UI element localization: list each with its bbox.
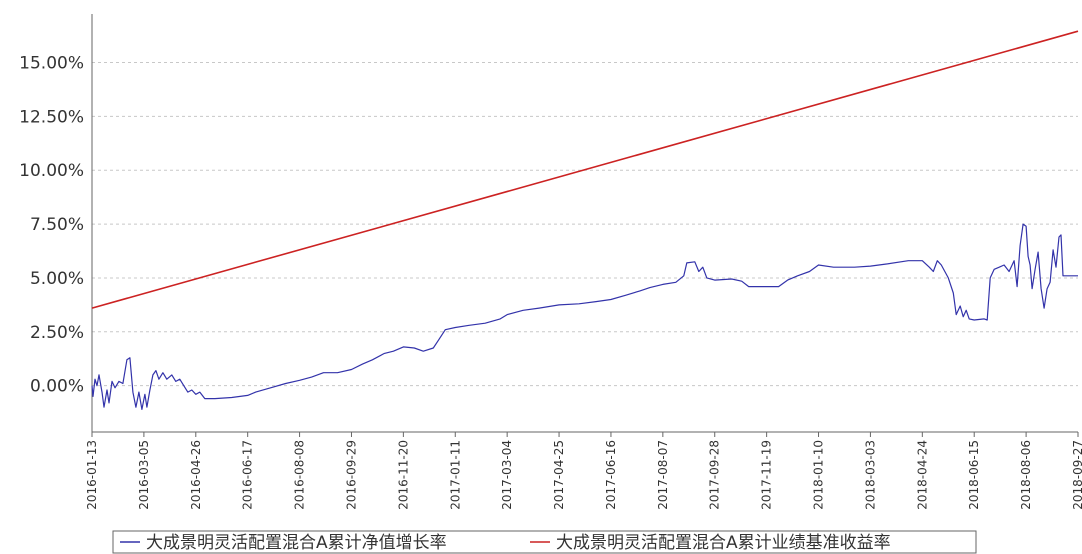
series-line-1	[91, 223, 1078, 410]
x-tick-label: 2016-01-13	[85, 440, 99, 510]
legend-label-1: 大成景明灵活配置混合A累计净值增长率	[146, 533, 447, 553]
x-tick-label: 2016-09-29	[344, 440, 358, 510]
axes	[91, 14, 1078, 433]
y-tick-label: 2.50%	[30, 323, 84, 343]
y-axis-ticks: 0.00% 2.50% 5.00% 7.50% 10.00% 12.50% 15.00%	[19, 53, 84, 396]
x-tick-label: 2017-03-04	[500, 440, 514, 510]
y-tick-label: 5.00%	[30, 269, 84, 289]
x-tick-label: 2016-08-08	[293, 440, 307, 510]
series-lines	[91, 30, 1079, 410]
x-tick-label: 2018-09-27	[1071, 440, 1082, 510]
x-tick-label: 2017-09-28	[708, 440, 722, 510]
x-tick-label: 2018-04-24	[915, 440, 929, 510]
x-tick-label: 2016-04-26	[189, 440, 203, 510]
y-tick-label: 7.50%	[30, 215, 84, 235]
x-tick-label: 2016-03-05	[137, 440, 151, 510]
x-axis-ticks: 2016-01-13 2016-03-05 2016-04-26 2016-06-17…	[85, 432, 1082, 510]
x-tick-label: 2016-11-20	[396, 440, 410, 510]
x-tick-label: 2018-06-15	[967, 440, 981, 510]
x-tick-label: 2017-08-07	[656, 440, 670, 510]
x-tick-label: 2018-03-03	[863, 440, 877, 510]
x-tick-label: 2017-04-25	[552, 440, 566, 510]
y-tick-label: 12.50%	[19, 107, 84, 127]
y-tick-label: 10.00%	[19, 161, 84, 181]
x-tick-label: 2017-01-11	[448, 440, 462, 510]
series-line-2	[91, 30, 1079, 309]
x-tick-label: 2017-11-19	[760, 440, 774, 510]
gridlines	[92, 61, 1078, 387]
legend: 大成景明灵活配置混合A累计净值增长率 大成景明灵活配置混合A累计业绩基准收益率	[112, 530, 977, 554]
y-tick-label: 0.00%	[30, 377, 84, 397]
x-tick-label: 2017-06-16	[604, 440, 618, 510]
legend-label-2: 大成景明灵活配置混合A累计业绩基准收益率	[556, 533, 891, 553]
x-tick-label: 2018-01-10	[812, 440, 826, 510]
y-tick-label: 15.00%	[19, 53, 84, 73]
x-tick-label: 2018-08-06	[1019, 440, 1033, 510]
x-tick-label: 2016-06-17	[241, 440, 255, 510]
